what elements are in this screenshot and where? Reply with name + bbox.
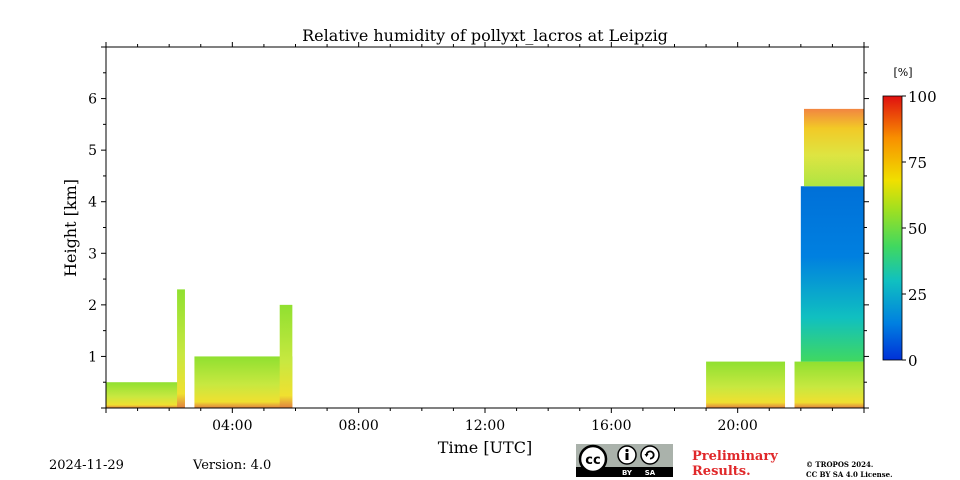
data-block-5 bbox=[706, 361, 786, 408]
colorbar-tick-label: 25 bbox=[908, 286, 927, 304]
x-tick-label: 08:00 bbox=[338, 418, 378, 434]
x-axis-label: Time [UTC] bbox=[438, 438, 532, 457]
colorbar-unit: [%] bbox=[893, 66, 912, 79]
colorbar-tick-label: 75 bbox=[908, 154, 927, 172]
cc-by-sa-badge[interactable]: cc BY SA bbox=[576, 444, 673, 477]
data-block-1 bbox=[106, 382, 185, 408]
y-tick-label: 6 bbox=[88, 92, 97, 108]
data-block-4 bbox=[279, 304, 293, 408]
x-tick-label: 12:00 bbox=[465, 418, 505, 434]
data-block-3 bbox=[194, 356, 293, 408]
plot-frame bbox=[105, 46, 865, 409]
by-text: BY bbox=[622, 469, 633, 477]
preliminary-line-1: Preliminary bbox=[692, 449, 778, 464]
preliminary-results-note: Preliminary Results. bbox=[692, 449, 778, 479]
cc-icon bbox=[578, 444, 608, 474]
colorbar-tick-label: 50 bbox=[908, 220, 927, 238]
colorbar-tick-label: 0 bbox=[908, 352, 918, 370]
footer-version: Version: 4.0 bbox=[193, 458, 272, 473]
y-axis-label: Height [km] bbox=[61, 179, 80, 277]
x-tick-label: 16:00 bbox=[591, 418, 631, 434]
data-block-8 bbox=[803, 108, 864, 187]
copyright-line-1: © TROPOS 2024. bbox=[806, 460, 874, 469]
footer-date: 2024-11-29 bbox=[49, 458, 124, 473]
y-tick-label: 1 bbox=[88, 349, 97, 365]
preliminary-line-2: Results. bbox=[692, 464, 751, 479]
sa-share-alike-icon bbox=[640, 445, 660, 465]
y-tick-label: 5 bbox=[88, 143, 97, 159]
sa-text: SA bbox=[645, 469, 656, 477]
copyright-line-2: CC BY SA 4.0 License. bbox=[806, 470, 893, 479]
y-tick-label: 3 bbox=[88, 246, 97, 262]
y-tick-label: 2 bbox=[88, 298, 97, 314]
colorbar: [%] 0 25 50 75 100 bbox=[882, 66, 937, 370]
x-tick-label: 04:00 bbox=[212, 418, 252, 434]
colorbar-gradient bbox=[882, 95, 903, 361]
x-tick-label: 20:00 bbox=[717, 418, 757, 434]
copyright-note: © TROPOS 2024. CC BY SA 4.0 License. bbox=[806, 460, 893, 480]
colorbar-tick-label: 100 bbox=[908, 88, 937, 106]
data-block-2 bbox=[177, 289, 185, 408]
chart-title: Relative humidity of pollyxt_lacros at L… bbox=[302, 26, 668, 45]
data-block-7 bbox=[800, 186, 864, 362]
cc-icon-text: cc bbox=[585, 453, 600, 468]
y-tick-label: 4 bbox=[88, 195, 97, 211]
data-block-6 bbox=[794, 361, 864, 408]
